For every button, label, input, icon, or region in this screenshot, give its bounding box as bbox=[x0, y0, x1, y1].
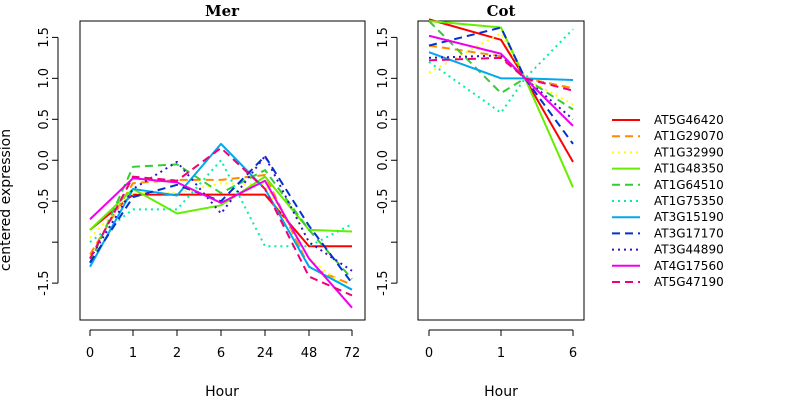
legend-label: AT3G15190 bbox=[654, 210, 724, 224]
x-tick-label-mer: 24 bbox=[257, 346, 274, 361]
legend: AT5G46420 AT1G29070 AT1G32990 AT1G48350 AT1G… bbox=[612, 113, 724, 289]
panel-title-cot: Cot bbox=[487, 2, 516, 20]
x-axis-title-cot: Hour bbox=[484, 384, 518, 400]
x-tick-label-mer: 48 bbox=[301, 346, 318, 361]
y-axis-mer: -1.5 -0.5 0.0 0.5 1.0 1.5 bbox=[37, 27, 59, 296]
x-tick-label-cot: 0 bbox=[425, 346, 433, 361]
series-line-mer-at1g75350 bbox=[89, 159, 353, 248]
y-tick-label-mer: 1.0 bbox=[37, 68, 52, 89]
y-tick-label-mer: 1.5 bbox=[37, 27, 52, 48]
y-tick-label-cot: 1.5 bbox=[376, 27, 391, 48]
series-line-cot-at4g17560 bbox=[428, 34, 574, 127]
series-line-cot-at5g47190 bbox=[428, 56, 574, 92]
series-line-cot-at1g29070 bbox=[428, 44, 574, 90]
x-axis-mer: 0 1 2 6 24 48 72 bbox=[86, 329, 361, 361]
legend-label: AT1G75350 bbox=[654, 194, 724, 208]
legend-label: AT5G46420 bbox=[654, 113, 724, 127]
y-tick-label-cot: 0.0 bbox=[376, 150, 391, 171]
y-tick-label-cot: 0.5 bbox=[376, 109, 391, 130]
series-line-mer-at5g46420 bbox=[89, 193, 352, 248]
series-line-cot-at5g46420 bbox=[428, 18, 574, 163]
panel-title-mer: Mer bbox=[205, 2, 240, 20]
panel-cot: Cot -1.5 -0.5 0.0 0.5 1.0 1.5 0 1 6 Hour bbox=[376, 2, 585, 400]
series-line-cot-at3g44890 bbox=[428, 54, 574, 121]
legend-label: AT3G17170 bbox=[654, 226, 724, 240]
y-tick-label-mer: -0.5 bbox=[37, 189, 52, 214]
x-tick-label-mer: 72 bbox=[344, 346, 361, 361]
series-lines-mer bbox=[89, 142, 353, 309]
plot-frame-cot bbox=[417, 20, 585, 321]
y-axis-label: centered expression bbox=[0, 129, 14, 271]
x-tick-label-mer: 2 bbox=[173, 346, 181, 361]
x-tick-label-cot: 1 bbox=[497, 346, 505, 361]
y-tick-label-mer: 0.0 bbox=[37, 150, 52, 171]
plot-frame-mer bbox=[79, 20, 366, 321]
legend-label: AT3G44890 bbox=[654, 243, 724, 257]
y-tick-label-mer: 0.5 bbox=[37, 109, 52, 130]
legend-label: AT1G29070 bbox=[654, 129, 724, 143]
x-tick-label-mer: 6 bbox=[217, 346, 225, 361]
series-line-cot-at1g75350 bbox=[428, 28, 574, 114]
series-line-cot-at1g48350 bbox=[428, 20, 574, 188]
series-line-cot-at1g64510 bbox=[428, 20, 574, 111]
y-tick-label-cot: 1.0 bbox=[376, 68, 391, 89]
series-line-mer-at1g32990 bbox=[89, 182, 353, 293]
x-axis-cot: 0 1 6 bbox=[425, 329, 577, 361]
x-tick-label-mer: 0 bbox=[86, 346, 94, 361]
y-tick-label-cot: -1.5 bbox=[376, 270, 391, 295]
legend-label: AT1G64510 bbox=[654, 178, 724, 192]
legend-label: AT1G32990 bbox=[654, 145, 724, 159]
x-axis-title-mer: Hour bbox=[205, 384, 239, 400]
series-line-mer-at5g47190 bbox=[89, 146, 353, 297]
series-line-mer-at3g17170 bbox=[89, 155, 353, 284]
legend-label: AT4G17560 bbox=[654, 259, 724, 273]
y-axis-cot: -1.5 -0.5 0.0 0.5 1.0 1.5 bbox=[376, 27, 398, 296]
panel-mer: Mer -1.5 -0.5 0.0 0.5 1.0 1.5 0 1 2 6 24 48 72 Hour bbox=[37, 2, 366, 400]
x-tick-label-mer: 1 bbox=[129, 346, 137, 361]
y-tick-label-cot: -0.5 bbox=[376, 189, 391, 214]
series-line-mer-at3g15190 bbox=[89, 142, 353, 291]
legend-label: AT1G48350 bbox=[654, 162, 724, 176]
series-line-mer-at1g64510 bbox=[89, 163, 353, 280]
series-lines-cot bbox=[428, 18, 574, 188]
legend-label: AT5G47190 bbox=[654, 275, 724, 289]
series-line-cot-at3g17170 bbox=[428, 26, 574, 145]
series-line-cot-at3g15190 bbox=[428, 51, 574, 81]
x-tick-label-cot: 6 bbox=[569, 346, 577, 361]
y-tick-label-mer: -1.5 bbox=[37, 270, 52, 295]
